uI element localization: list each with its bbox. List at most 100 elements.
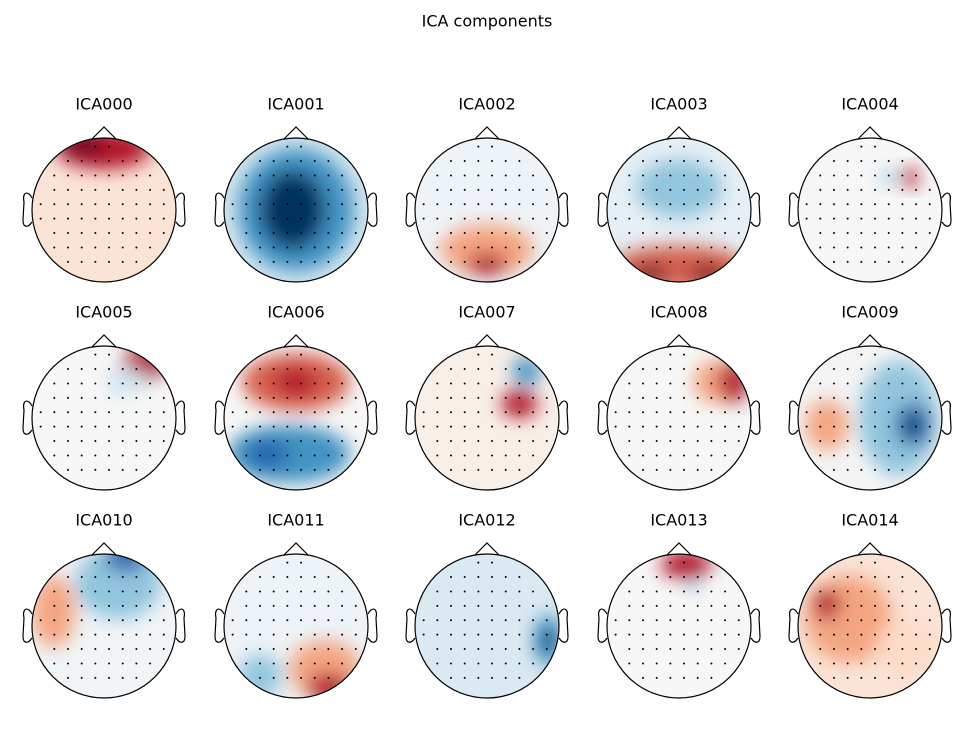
sensor xyxy=(642,454,644,457)
sensor xyxy=(108,368,111,371)
sensor xyxy=(80,425,83,428)
sensor xyxy=(135,396,138,399)
sensor xyxy=(108,604,111,607)
sensor xyxy=(805,633,808,636)
sensor xyxy=(67,590,69,593)
ear xyxy=(175,400,186,435)
sensor xyxy=(313,619,316,622)
sensor xyxy=(710,368,713,371)
sensor xyxy=(300,188,303,191)
sensor xyxy=(683,232,686,235)
sensor xyxy=(860,232,863,235)
sensor xyxy=(245,232,248,235)
sensor xyxy=(915,604,918,607)
nose xyxy=(283,334,309,348)
sensor xyxy=(286,411,289,414)
sensor xyxy=(532,425,535,428)
sensor xyxy=(94,604,97,607)
sensor xyxy=(135,188,138,191)
sensor xyxy=(874,260,877,263)
sensor xyxy=(710,260,713,263)
sensor xyxy=(642,260,644,263)
sensor xyxy=(642,662,644,665)
sensor xyxy=(327,203,330,206)
sensor xyxy=(846,174,849,177)
sensor xyxy=(300,576,303,579)
sensor xyxy=(846,440,849,443)
topography xyxy=(607,346,751,490)
sensor xyxy=(80,633,83,636)
sensor xyxy=(628,232,631,235)
sensor xyxy=(313,676,316,679)
sensor xyxy=(491,203,494,206)
sensor xyxy=(860,468,863,471)
sensor xyxy=(846,382,849,385)
sensor xyxy=(915,440,918,443)
nose xyxy=(474,542,500,556)
sensor xyxy=(94,633,97,636)
sensor xyxy=(53,232,56,235)
sensor xyxy=(450,576,452,579)
sensor xyxy=(477,425,480,428)
sensor xyxy=(683,648,686,651)
sensor xyxy=(67,160,69,163)
sensor xyxy=(300,619,303,622)
sensor xyxy=(614,633,617,636)
sensor xyxy=(545,440,548,443)
sensor xyxy=(710,676,713,679)
sensor xyxy=(504,468,507,471)
sensor xyxy=(94,174,97,177)
sensor xyxy=(928,411,931,414)
head-outline xyxy=(223,345,369,491)
sensor xyxy=(696,619,699,622)
sensor xyxy=(286,232,289,235)
sensor xyxy=(300,368,303,371)
sensor xyxy=(94,648,97,651)
sensor xyxy=(463,368,466,371)
sensor xyxy=(805,217,808,220)
sensor xyxy=(710,411,713,414)
sensor xyxy=(696,188,699,191)
sensor xyxy=(231,619,234,622)
sensor xyxy=(259,425,261,428)
sensor xyxy=(614,217,617,220)
sensor xyxy=(80,648,83,651)
sensor xyxy=(874,662,877,665)
sensor xyxy=(819,648,822,651)
sensor xyxy=(94,440,97,443)
sensor xyxy=(463,160,466,163)
sensor xyxy=(696,260,699,263)
sensor xyxy=(737,232,740,235)
sensor xyxy=(149,382,152,385)
sensor xyxy=(121,232,124,235)
sensor xyxy=(642,160,644,163)
sensor xyxy=(94,368,97,371)
sensor xyxy=(860,662,863,665)
sensor xyxy=(162,396,165,399)
sensor xyxy=(887,246,890,249)
sensor xyxy=(327,662,330,665)
sensor xyxy=(642,232,644,235)
sensor xyxy=(669,203,672,206)
sensor xyxy=(504,382,507,385)
sensor xyxy=(327,440,330,443)
sensor xyxy=(724,662,727,665)
sensor xyxy=(341,217,344,220)
sensor xyxy=(518,440,521,443)
sensor xyxy=(819,188,822,191)
sensor xyxy=(518,232,521,235)
sensor xyxy=(80,662,83,665)
ear xyxy=(597,192,608,227)
sensor xyxy=(121,425,124,428)
sensor xyxy=(108,468,111,471)
sensor xyxy=(833,232,835,235)
figure-title: ICA components xyxy=(422,12,553,31)
component-label: ICA009 xyxy=(841,303,898,322)
sensor xyxy=(683,468,686,471)
ear xyxy=(597,608,608,643)
sensor xyxy=(887,576,890,579)
sensor xyxy=(341,619,344,622)
sensor xyxy=(286,382,289,385)
sensor xyxy=(272,232,275,235)
sensor xyxy=(737,633,740,636)
